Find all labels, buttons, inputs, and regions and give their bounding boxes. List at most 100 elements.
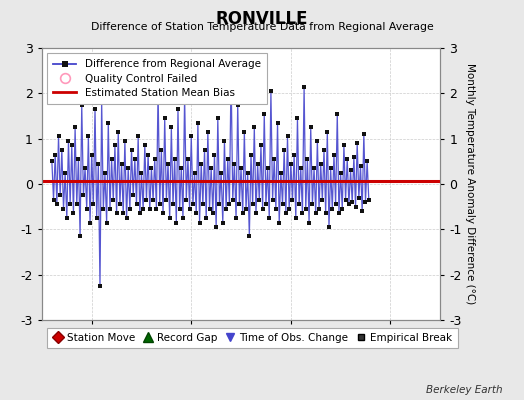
Point (291, 215, 300, 221)
Point (355, 194, 363, 201)
Point (69, 210, 78, 217)
Point (212, 224, 220, 230)
Point (255, 197, 264, 203)
Point (126, 206, 134, 212)
Point (267, 88, 275, 94)
Point (220, 138, 228, 144)
Point (318, 197, 326, 203)
Point (315, 206, 323, 212)
Point (321, 210, 330, 217)
Point (358, 208, 366, 214)
Point (359, 131, 368, 137)
Point (106, 206, 114, 212)
Point (64, 138, 73, 144)
Point (326, 165, 335, 171)
Point (72, 201, 81, 208)
Point (288, 197, 297, 203)
Point (280, 147, 288, 153)
Point (283, 133, 292, 140)
Point (109, 197, 117, 203)
Point (59, 206, 68, 212)
Point (119, 210, 127, 217)
Point (350, 154, 358, 160)
Point (197, 160, 205, 167)
Point (169, 201, 177, 208)
Point (111, 142, 119, 149)
Point (240, 129, 248, 135)
Point (84, 133, 93, 140)
Point (363, 158, 372, 164)
Point (56, 192, 64, 198)
Point (68, 142, 76, 149)
Point (112, 210, 121, 217)
Point (335, 210, 343, 217)
Point (192, 210, 200, 217)
Point (341, 197, 350, 203)
Point (180, 92, 189, 99)
Point (217, 170, 225, 176)
Point (94, 160, 103, 167)
Point (76, 233, 84, 239)
Point (333, 110, 342, 117)
Point (139, 206, 147, 212)
Point (184, 156, 192, 162)
Point (228, 197, 237, 203)
Point (195, 219, 204, 226)
Point (316, 160, 325, 167)
Point (234, 102, 242, 108)
Point (298, 210, 307, 217)
Point (127, 147, 136, 153)
Point (156, 201, 164, 208)
Point (248, 201, 257, 208)
Point (136, 210, 144, 217)
Point (270, 156, 278, 162)
Point (107, 156, 116, 162)
Text: Berkeley Earth: Berkeley Earth (427, 385, 503, 395)
Point (230, 160, 238, 167)
Point (144, 151, 152, 158)
Point (365, 197, 373, 203)
Point (199, 201, 207, 208)
Point (170, 156, 179, 162)
Point (302, 206, 310, 212)
Point (278, 201, 287, 208)
Point (285, 206, 293, 212)
Point (340, 142, 348, 149)
Point (311, 210, 320, 217)
Point (182, 197, 190, 203)
Point (167, 124, 176, 130)
Point (351, 204, 359, 210)
Point (215, 201, 224, 208)
Point (160, 115, 169, 122)
Point (147, 165, 156, 171)
Point (297, 165, 305, 171)
Point (162, 197, 170, 203)
Point (325, 224, 333, 230)
Point (258, 206, 267, 212)
Point (225, 201, 234, 208)
Point (79, 192, 88, 198)
Point (200, 147, 209, 153)
Point (177, 165, 185, 171)
Point (122, 215, 130, 221)
Point (257, 142, 265, 149)
Point (320, 147, 328, 153)
Point (330, 151, 338, 158)
Point (152, 206, 160, 212)
Point (54, 133, 63, 140)
Point (345, 201, 353, 208)
Point (310, 165, 318, 171)
Point (202, 215, 210, 221)
Point (194, 120, 202, 126)
Point (121, 138, 129, 144)
Point (343, 156, 352, 162)
Point (353, 140, 362, 146)
Point (205, 206, 214, 212)
Point (275, 219, 283, 226)
Point (244, 170, 252, 176)
Point (78, 102, 86, 108)
Point (114, 129, 123, 135)
Point (268, 197, 277, 203)
Point (204, 129, 212, 135)
Point (124, 165, 133, 171)
